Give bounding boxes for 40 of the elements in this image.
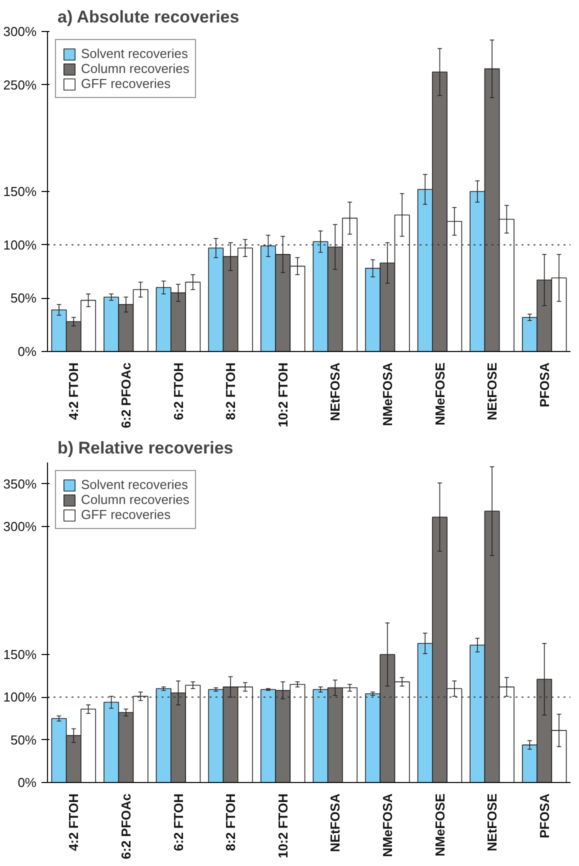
x-tick-label: 4:2 FTOH <box>66 793 82 852</box>
x-tick-label: 8:2 FTOH <box>223 793 238 852</box>
x-tick-label: NMeFOSA <box>380 792 395 858</box>
legend-label: Column recoveries <box>81 492 190 507</box>
x-tick-label: NEtFOSE <box>484 793 500 852</box>
y-tick-label: 50% <box>10 290 37 306</box>
y-tick-label: 100% <box>3 237 37 252</box>
legend-label: GFF recoveries <box>81 507 171 522</box>
x-tick-label: NMeFOSE <box>432 793 448 856</box>
chart-title: b) Relative recoveries <box>58 438 234 458</box>
y-tick-label: 0% <box>18 775 37 790</box>
y-tick-label: 50% <box>10 732 37 748</box>
y-tick-label: 300% <box>3 519 37 534</box>
legend-label: Column recoveries <box>81 61 190 76</box>
x-tick-label: 10:2 FTOH <box>275 793 290 858</box>
y-tick-label: 250% <box>3 77 37 92</box>
y-tick-label: 150% <box>3 184 37 199</box>
x-tick-label: 6:2 FTOH <box>170 793 186 852</box>
x-tick-label: NEtFOSE <box>484 362 500 420</box>
x-tick-label: 4:2 FTOH <box>66 362 82 420</box>
x-tick-label: PFOSA <box>536 362 552 408</box>
y-tick-label: 0% <box>18 344 37 359</box>
y-tick-label: 150% <box>3 647 37 662</box>
x-tick-label: 6:2 PFOAc <box>118 362 134 428</box>
x-tick-label: NEtFOSA <box>328 792 343 852</box>
legend-label: Solvent recoveries <box>81 477 188 492</box>
x-tick-label: 6:2 FTOH <box>170 362 186 420</box>
x-tick-label: NMeFOSA <box>380 362 395 426</box>
legend-label: Solvent recoveries <box>81 46 188 61</box>
y-tick-label: 300% <box>3 24 37 39</box>
x-tick-label: 6:2 PFOAc <box>118 793 134 860</box>
x-tick-label: PFOSA <box>536 792 552 838</box>
y-tick-label: 350% <box>3 476 37 492</box>
x-tick-label: NEtFOSA <box>328 362 343 421</box>
legend-label: GFF recoveries <box>81 76 171 91</box>
chart-title: a) Absolute recoveries <box>58 8 240 26</box>
y-tick-label: 100% <box>3 690 37 705</box>
x-tick-label: NMeFOSE <box>432 362 448 426</box>
x-tick-label: 8:2 FTOH <box>223 362 238 420</box>
x-tick-label: 10:2 FTOH <box>275 362 290 428</box>
